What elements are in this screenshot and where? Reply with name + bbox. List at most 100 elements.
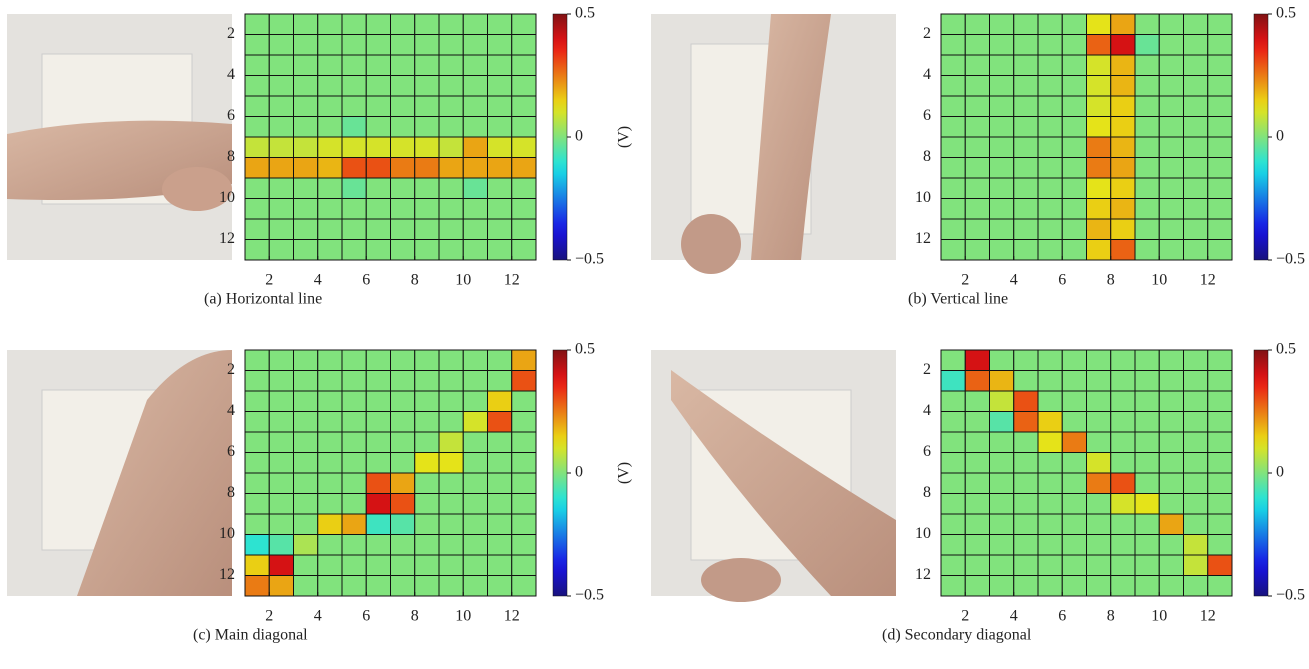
heat-cell: [1159, 55, 1183, 76]
heat-cell: [1014, 14, 1038, 35]
heat-cell: [941, 350, 965, 371]
heat-cell: [366, 535, 390, 556]
heat-cell: [415, 137, 439, 158]
heat-cell: [1087, 473, 1111, 494]
heat-cell: [965, 199, 989, 220]
heat-cell: [463, 76, 487, 97]
heat-cell: [1159, 432, 1183, 453]
heat-cell: [1111, 535, 1135, 556]
heat-cell: [1111, 432, 1135, 453]
heat-cell: [1184, 391, 1208, 412]
heat-cell: [366, 494, 390, 515]
heat-cell: [1014, 35, 1038, 56]
heat-cell: [269, 76, 293, 97]
heat-cell: [294, 35, 318, 56]
heat-cell: [439, 535, 463, 556]
heat-cell: [391, 535, 415, 556]
heat-cell: [318, 240, 342, 261]
heat-cell: [366, 391, 390, 412]
heat-cell: [342, 199, 366, 220]
heat-cell: [366, 137, 390, 158]
x-tick-label: 4: [1010, 608, 1018, 625]
heat-cell: [965, 240, 989, 261]
heat-cell: [366, 76, 390, 97]
heat-cell: [512, 199, 536, 220]
heat-cell: [318, 55, 342, 76]
heat-cell: [342, 240, 366, 261]
y-tick-label: 10: [915, 189, 931, 206]
heat-cell: [245, 76, 269, 97]
heat-cell: [1135, 391, 1159, 412]
heat-cell: [463, 96, 487, 117]
heat-cell: [1159, 137, 1183, 158]
heat-cell: [294, 494, 318, 515]
heat-cell: [415, 535, 439, 556]
x-tick-label: 6: [362, 272, 370, 289]
heat-cell: [488, 96, 512, 117]
heat-cell: [512, 76, 536, 97]
heat-cell: [1087, 35, 1111, 56]
heat-cell: [1111, 412, 1135, 433]
heat-cell: [1184, 96, 1208, 117]
heat-cell: [990, 514, 1014, 535]
heat-cell: [1111, 473, 1135, 494]
heat-cell: [1184, 371, 1208, 392]
heat-cell: [366, 555, 390, 576]
heat-cell: [1184, 55, 1208, 76]
heat-cell: [342, 576, 366, 597]
heat-cell: [439, 494, 463, 515]
heat-cell: [1111, 35, 1135, 56]
heat-cell: [512, 117, 536, 138]
heat-cell: [318, 514, 342, 535]
heat-cell: [990, 137, 1014, 158]
heat-cell: [1087, 576, 1111, 597]
heat-cell: [1038, 178, 1062, 199]
heat-cell: [1062, 391, 1086, 412]
heat-cell: [1087, 199, 1111, 220]
heat-cell: [965, 35, 989, 56]
heat-cell: [1014, 371, 1038, 392]
heat-cell: [990, 576, 1014, 597]
heat-cell: [1038, 117, 1062, 138]
heat-cell: [488, 453, 512, 474]
heat-cell: [512, 178, 536, 199]
heat-cell: [941, 432, 965, 453]
heat-cell: [965, 412, 989, 433]
heat-cell: [342, 350, 366, 371]
heat-cell: [512, 55, 536, 76]
heat-cell: [1014, 76, 1038, 97]
heat-cell: [1111, 391, 1135, 412]
heat-cell: [1062, 432, 1086, 453]
heat-cell: [1038, 535, 1062, 556]
heat-cell: [366, 178, 390, 199]
heat-cell: [965, 219, 989, 240]
heat-cell: [1087, 137, 1111, 158]
heat-cell: [245, 350, 269, 371]
heat-cell: [941, 55, 965, 76]
heat-cell: [269, 137, 293, 158]
heat-cell: [1159, 178, 1183, 199]
heat-cell: [488, 576, 512, 597]
heat-cell: [439, 96, 463, 117]
x-tick-label: 8: [411, 608, 419, 625]
heat-cell: [269, 371, 293, 392]
colorbar-tick-label: 0.5: [1276, 5, 1296, 22]
heat-cell: [1208, 514, 1232, 535]
heat-cell: [1038, 432, 1062, 453]
heat-cell: [1184, 199, 1208, 220]
heat-cell: [439, 55, 463, 76]
heat-cell: [318, 117, 342, 138]
heat-cell: [245, 371, 269, 392]
heat-cell: [1087, 555, 1111, 576]
x-tick-label: 10: [1151, 272, 1167, 289]
heat-cell: [391, 350, 415, 371]
heat-cell: [488, 137, 512, 158]
y-tick-label: 2: [923, 361, 931, 378]
y-tick-label: 6: [227, 443, 235, 460]
heat-cell: [391, 35, 415, 56]
heat-cell: [1159, 199, 1183, 220]
heat-cell: [1184, 473, 1208, 494]
heat-cell: [1208, 117, 1232, 138]
heat-cell: [391, 453, 415, 474]
heat-cell: [1184, 137, 1208, 158]
